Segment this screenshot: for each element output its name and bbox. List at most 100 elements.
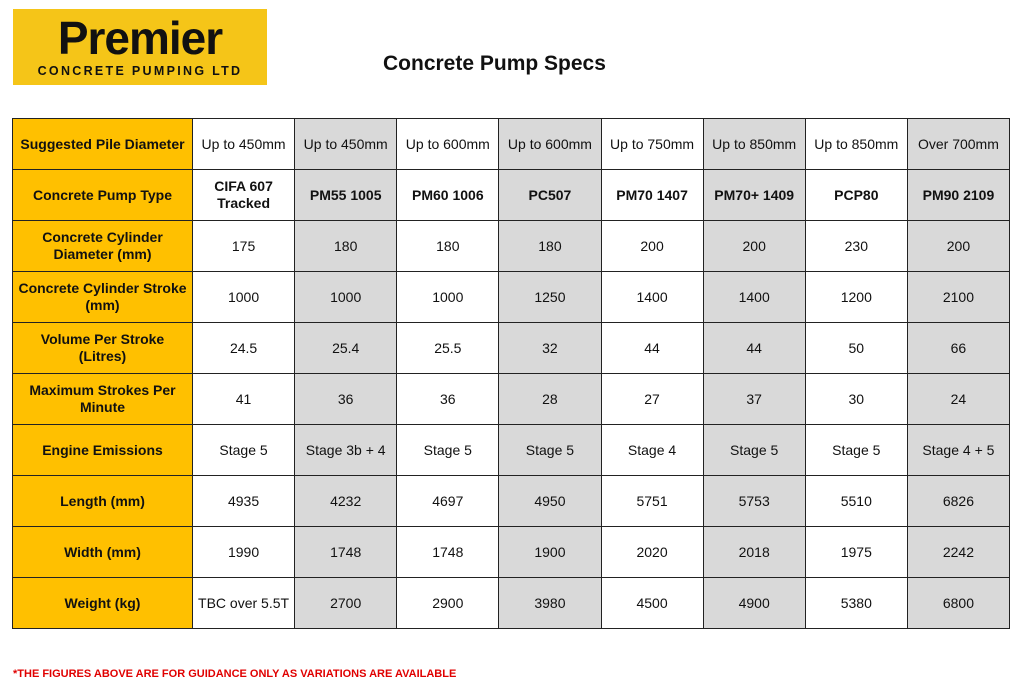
table-cell: TBC over 5.5T [191,577,296,629]
row-header: Concrete Cylinder Diameter (mm) [12,220,193,272]
row-header: Concrete Pump Type [12,169,193,221]
table-cell: Up to 450mm [191,118,296,170]
table-cell: 2018 [702,526,806,578]
table-cell: Stage 5 [191,424,296,476]
table-cell: 200 [702,220,806,272]
table-cell: 50 [804,322,908,374]
table-cell: 1000 [396,271,500,323]
table-cell: 1000 [294,271,398,323]
table-cell: 180 [294,220,398,272]
table-cell: 2242 [906,526,1011,578]
table-cell: 180 [498,220,602,272]
table-cell: 3980 [498,577,602,629]
table-cell: Up to 600mm [396,118,500,170]
table-cell: Stage 5 [804,424,908,476]
table-cell: Up to 450mm [294,118,398,170]
table-cell: 27 [600,373,704,425]
table-cell: CIFA 607 Tracked [191,169,296,221]
table-cell: 1975 [804,526,908,578]
table-cell: 4697 [396,475,500,527]
table-cell: PCP80 [804,169,908,221]
table-cell: 5510 [804,475,908,527]
row-header: Volume Per Stroke (Litres) [12,322,193,374]
table-cell: 1400 [600,271,704,323]
table-cell: 4900 [702,577,806,629]
table-cell: 4500 [600,577,704,629]
table-row: Suggested Pile Diameter Up to 450mm Up to … [12,118,1011,170]
table-cell: Stage 5 [702,424,806,476]
table-cell: PM55 1005 [294,169,398,221]
company-logo: Premier CONCRETE PUMPING LTD [13,9,267,85]
table-cell: 1200 [804,271,908,323]
table-row: Concrete Cylinder Diameter (mm) 175 180 180… [12,220,1011,272]
table-cell: 4950 [498,475,602,527]
table-cell: 25.5 [396,322,500,374]
table-cell: PM90 2109 [906,169,1011,221]
table-cell: Stage 4 [600,424,704,476]
table-cell: 1250 [498,271,602,323]
row-header: Width (mm) [12,526,193,578]
table-cell: 41 [191,373,296,425]
table-cell: 1900 [498,526,602,578]
table-cell: 180 [396,220,500,272]
table-cell: 1990 [191,526,296,578]
row-header: Engine Emissions [12,424,193,476]
table-cell: 200 [600,220,704,272]
table-cell: PC507 [498,169,602,221]
table-cell: 200 [906,220,1011,272]
row-header: Maximum Strokes Per Minute [12,373,193,425]
table-cell: Up to 850mm [702,118,806,170]
table-cell: 1000 [191,271,296,323]
table-cell: 230 [804,220,908,272]
table-cell: Over 700mm [906,118,1011,170]
table-cell: 175 [191,220,296,272]
table-cell: 30 [804,373,908,425]
table-cell: PM70 1407 [600,169,704,221]
table-cell: 4232 [294,475,398,527]
table-row: Concrete Cylinder Stroke (mm) 1000 1000 100… [12,271,1011,323]
table-row: Weight (kg) TBC over 5.5T 2700 2900 3980 4500… [12,577,1011,629]
row-header: Weight (kg) [12,577,193,629]
table-cell: Stage 5 [498,424,602,476]
table-cell: 5380 [804,577,908,629]
table-cell: 6800 [906,577,1011,629]
table-cell: Up to 750mm [600,118,704,170]
table-row: Volume Per Stroke (Litres) 24.5 25.4 25.5 32… [12,322,1011,374]
table-row: Length (mm) 4935 4232 4697 4950 5751 5753 5510 6… [12,475,1011,527]
table-cell: 25.4 [294,322,398,374]
row-header: Suggested Pile Diameter [12,118,193,170]
table-cell: 4935 [191,475,296,527]
table-row: Maximum Strokes Per Minute 41 36 36 28 27 37 30… [12,373,1011,425]
table-cell: 28 [498,373,602,425]
specs-table: Suggested Pile Diameter Up to 450mm Up to … [12,118,1011,629]
page-title: Concrete Pump Specs [383,52,606,75]
table-cell: Stage 4 + 5 [906,424,1011,476]
logo-subtitle: CONCRETE PUMPING LTD [37,64,243,78]
logo-wordmark: Premier [57,12,223,64]
table-cell: 66 [906,322,1011,374]
footnote: *THE FIGURES ABOVE ARE FOR GUIDANCE ONLY… [13,668,457,680]
table-cell: 1748 [294,526,398,578]
table-cell: 44 [600,322,704,374]
table-row: Engine Emissions Stage 5 Stage 3b + 4 Stage… [12,424,1011,476]
table-cell: 24 [906,373,1011,425]
table-cell: 36 [294,373,398,425]
row-header: Concrete Cylinder Stroke (mm) [12,271,193,323]
table-cell: 5753 [702,475,806,527]
table-cell: Up to 600mm [498,118,602,170]
table-cell: 24.5 [191,322,296,374]
table-cell: 2100 [906,271,1011,323]
table-cell: 32 [498,322,602,374]
table-cell: 44 [702,322,806,374]
table-cell: 6826 [906,475,1011,527]
table-cell: 2700 [294,577,398,629]
table-cell: Up to 850mm [804,118,908,170]
table-cell: 36 [396,373,500,425]
table-cell: Stage 5 [396,424,500,476]
table-cell: 1748 [396,526,500,578]
table-cell: Stage 3b + 4 [294,424,398,476]
table-cell: 37 [702,373,806,425]
table-cell: 2900 [396,577,500,629]
table-cell: 2020 [600,526,704,578]
table-cell: 5751 [600,475,704,527]
